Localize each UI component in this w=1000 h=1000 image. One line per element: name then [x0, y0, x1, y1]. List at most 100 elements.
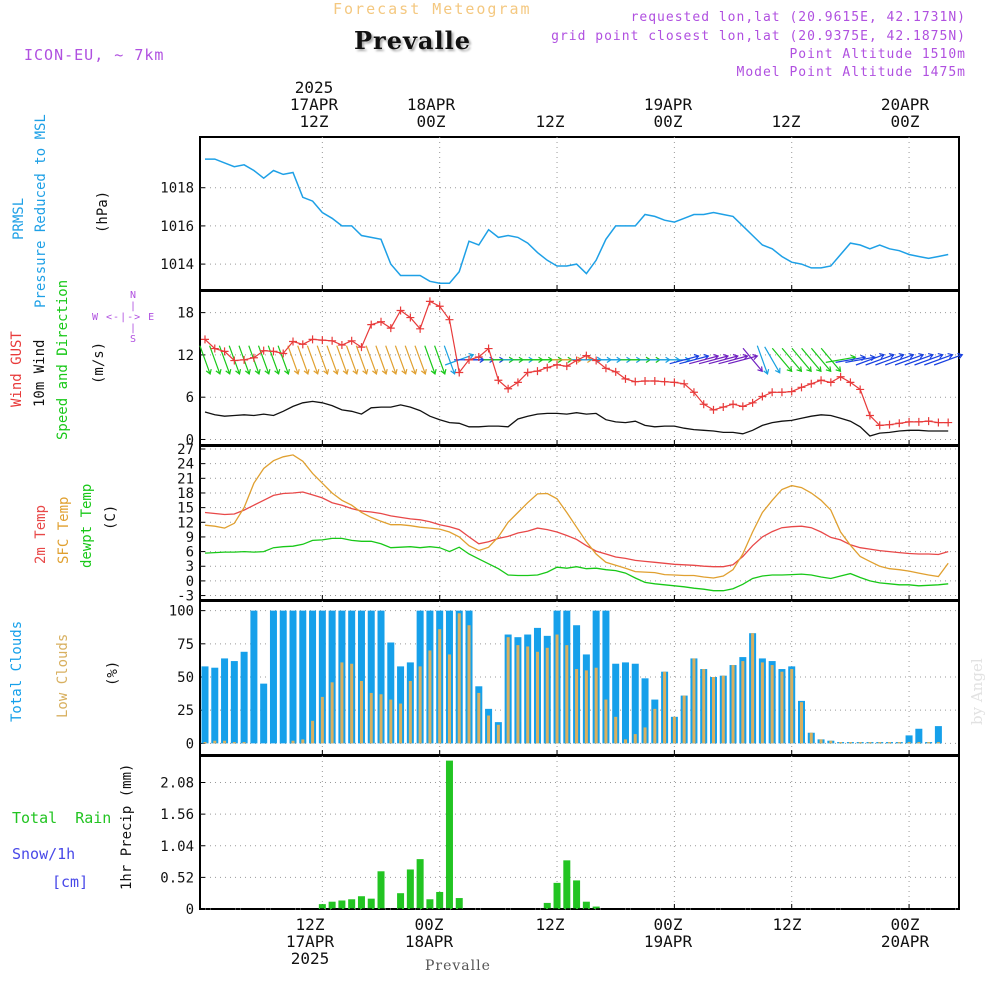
total-cloud-bar	[367, 610, 375, 744]
wind-arrow	[756, 345, 770, 375]
low-cloud-bar	[936, 742, 940, 744]
total-cloud-bar	[260, 683, 268, 744]
total-cloud-bar	[641, 678, 649, 744]
y-tick-label: 50	[177, 670, 194, 686]
gust-marker	[533, 367, 542, 376]
low-cloud-bar	[232, 742, 236, 744]
wind-arrow	[791, 347, 812, 373]
wind-arrow	[933, 353, 964, 366]
total-cloud-bar	[269, 610, 277, 744]
requested-coords: requested lon,lat (20.9615E, 42.1731N)	[630, 10, 966, 25]
low-cloud-bar	[389, 699, 393, 744]
bottom-axis-label: 00Z 18APR	[404, 915, 454, 951]
gust-marker	[738, 402, 747, 411]
y-tick-label: 0	[186, 574, 194, 590]
rain-bar	[582, 901, 590, 909]
wind-arrow	[199, 345, 212, 375]
low-cloud-bar	[457, 613, 461, 744]
gust-marker	[543, 363, 552, 372]
wind-arrow	[336, 345, 349, 375]
total-cloud-bar	[230, 661, 238, 744]
gust-marker	[924, 417, 933, 426]
total-cloud-bar	[240, 651, 248, 744]
low-cloud-bar	[359, 680, 363, 744]
compass-s: S	[130, 334, 137, 345]
top-axis-label: 12Z	[771, 112, 801, 131]
wind-arrow	[810, 347, 832, 373]
y-tick-label: 1016	[160, 219, 194, 235]
total-cloud-bar	[221, 658, 229, 744]
low-cloud-bar	[731, 665, 735, 744]
rain-bar	[592, 906, 600, 909]
low-cloud-bar	[848, 742, 852, 744]
gust-marker	[885, 420, 894, 429]
low-cloud-bar	[888, 742, 892, 744]
low-cloud-bar	[467, 625, 471, 744]
wind-speed-line	[204, 400, 949, 437]
y-tick-label: 21	[177, 471, 194, 487]
gust-marker	[249, 353, 258, 362]
low-cloud-bar	[320, 696, 324, 744]
gust-marker	[562, 362, 571, 371]
pressure-line	[205, 158, 949, 284]
wind-arrow	[355, 345, 369, 375]
low-cloud-bar	[751, 633, 755, 744]
rain-bar	[357, 896, 365, 909]
y-tick-label: 1018	[160, 181, 194, 197]
low-cloud-bar	[526, 646, 530, 744]
y-tick-label: 2.08	[160, 776, 194, 792]
wind-arrow	[434, 345, 447, 375]
y-tick-label: 75	[177, 637, 194, 653]
wind-arrow	[414, 345, 427, 375]
bottom-axis-label: 12Z 17APR 2025	[285, 915, 335, 968]
low-cloud-bar	[790, 669, 794, 744]
gust-marker	[650, 376, 659, 385]
low-cloud-bar	[594, 667, 598, 744]
bottom-axis-label: 12Z	[772, 915, 802, 934]
gridpoint-coords: grid point closest lon,lat (20.9375E, 42…	[551, 29, 966, 44]
gust-marker	[719, 403, 728, 412]
total-cloud-bar	[328, 610, 336, 744]
y-tick-label: 0	[186, 432, 194, 448]
gust-marker	[474, 353, 483, 362]
wind-arrow	[689, 353, 720, 365]
wind-arrow	[742, 347, 763, 373]
gust-marker	[523, 368, 532, 377]
low-cloud-bar	[447, 654, 451, 744]
low-cloud-bar	[408, 680, 412, 744]
wind-arrow	[698, 353, 730, 365]
gust-marker	[797, 383, 806, 392]
low-cloud-bar	[868, 742, 872, 744]
y-tick-label: 1.04	[160, 839, 194, 855]
wind-arrow	[781, 347, 803, 373]
compass-icon: N | W <-|-> E | S	[92, 290, 156, 345]
low-cloud-bar	[516, 645, 520, 744]
low-cloud-bar	[711, 677, 715, 744]
low-cloud-bar	[672, 716, 676, 744]
total-cloud-bar	[621, 662, 629, 744]
low-cloud-bar	[878, 742, 882, 744]
rain-bar	[348, 899, 356, 909]
low-cloud-bar	[565, 645, 569, 744]
gust-marker	[905, 417, 914, 426]
bottom-axis-label: 00Z 19APR	[643, 915, 693, 951]
snow-label: Snow/1h	[12, 845, 76, 863]
gust-marker	[758, 392, 767, 401]
wind-arrow	[375, 345, 388, 375]
gust-marker	[210, 344, 219, 353]
total-cloud-bar	[279, 610, 287, 744]
gust-marker	[914, 417, 923, 426]
gust-marker	[709, 405, 718, 414]
location-title: Prevalle	[354, 26, 471, 55]
total-cloud-bar	[377, 610, 385, 744]
low-cloud-bar	[340, 662, 344, 744]
point-altitude: Point Altitude 1510m	[789, 47, 966, 62]
low-cloud-bar	[496, 724, 500, 744]
wind-arrow	[904, 353, 934, 366]
top-axis-label: 18APR 00Z	[406, 95, 456, 131]
wind-arrow	[306, 345, 320, 375]
total-cloud-bar	[602, 610, 610, 744]
wind-arrow	[771, 347, 793, 373]
snow-unit: [cm]	[52, 873, 89, 891]
